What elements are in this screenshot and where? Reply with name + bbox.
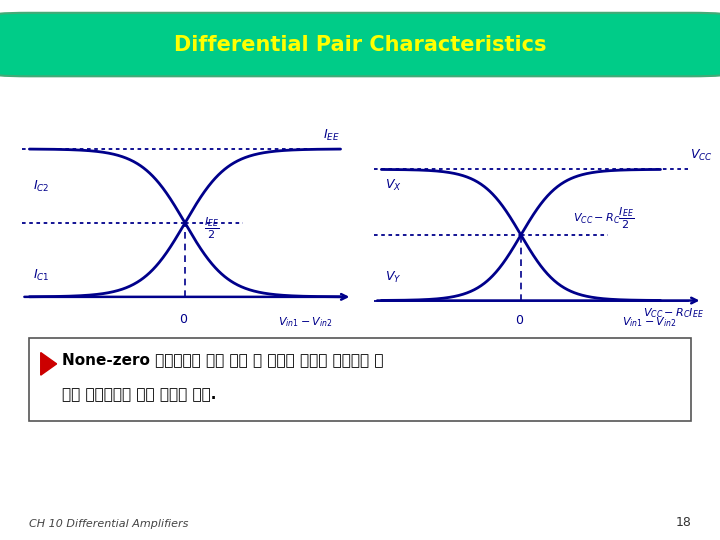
Text: $V_{in1}-V_{in2}$: $V_{in1}-V_{in2}$ xyxy=(279,315,333,329)
Text: None-zero 차동입력은 출력 전류 및 전압의 변동을 야기하고 반: None-zero 차동입력은 출력 전류 및 전압의 변동을 야기하고 반 xyxy=(62,353,384,368)
Text: $V_{CC}-R_C I_{EE}$: $V_{CC}-R_C I_{EE}$ xyxy=(643,306,704,320)
Text: $V_{CC}$: $V_{CC}$ xyxy=(690,148,713,163)
Text: $I_{C1}$: $I_{C1}$ xyxy=(33,268,50,283)
Text: $V_Y$: $V_Y$ xyxy=(385,270,401,285)
Polygon shape xyxy=(41,353,57,375)
Text: $\dfrac{I_{EE}}{2}$: $\dfrac{I_{EE}}{2}$ xyxy=(204,216,220,241)
Text: $V_X$: $V_X$ xyxy=(385,178,402,193)
Text: $I_{EE}$: $I_{EE}$ xyxy=(323,127,340,143)
Text: $0$: $0$ xyxy=(515,314,523,327)
Text: 면에 동상입력은 출력 변동을 못함.: 면에 동상입력은 출력 변동을 못함. xyxy=(62,387,216,402)
Text: $V_{CC}-R_C\dfrac{I_{EE}}{2}$: $V_{CC}-R_C\dfrac{I_{EE}}{2}$ xyxy=(573,206,634,231)
Text: CH 10 Differential Amplifiers: CH 10 Differential Amplifiers xyxy=(29,519,188,529)
Text: $I_{C2}$: $I_{C2}$ xyxy=(33,179,50,194)
Text: Differential Pair Characteristics: Differential Pair Characteristics xyxy=(174,35,546,55)
Text: 18: 18 xyxy=(675,516,691,529)
Text: $0$: $0$ xyxy=(179,314,188,327)
Text: $V_{in1}-V_{in2}$: $V_{in1}-V_{in2}$ xyxy=(622,315,677,329)
FancyBboxPatch shape xyxy=(0,13,720,76)
FancyBboxPatch shape xyxy=(29,338,691,421)
